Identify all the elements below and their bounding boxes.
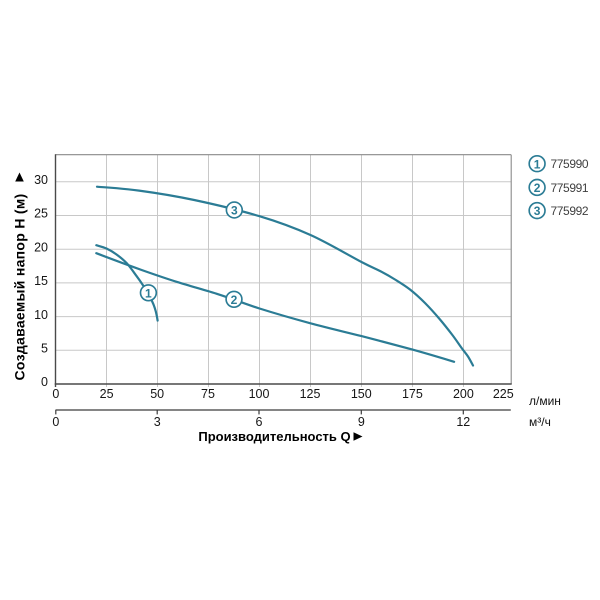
svg-text:1: 1 bbox=[534, 157, 541, 171]
svg-text:225: 225 bbox=[493, 387, 514, 401]
svg-text:3: 3 bbox=[231, 204, 238, 218]
svg-text:12: 12 bbox=[456, 415, 470, 429]
svg-text:3: 3 bbox=[534, 204, 541, 218]
svg-text:9: 9 bbox=[358, 415, 365, 429]
svg-text:15: 15 bbox=[34, 274, 48, 288]
svg-text:2: 2 bbox=[231, 293, 238, 307]
svg-text:175: 175 bbox=[402, 387, 423, 401]
svg-text:30: 30 bbox=[34, 173, 48, 187]
svg-text:0: 0 bbox=[52, 415, 59, 429]
svg-text:775991: 775991 bbox=[551, 181, 589, 195]
svg-text:150: 150 bbox=[351, 387, 372, 401]
svg-text:1: 1 bbox=[145, 286, 152, 300]
svg-text:0: 0 bbox=[52, 387, 59, 401]
svg-text:75: 75 bbox=[201, 387, 215, 401]
svg-text:25: 25 bbox=[34, 207, 48, 221]
svg-text:775992: 775992 bbox=[551, 204, 589, 218]
svg-text:Создаваемый напор H (м): Создаваемый напор H (м) bbox=[12, 194, 28, 381]
svg-text:Производительность Q: Производительность Q bbox=[198, 429, 350, 444]
svg-text:10: 10 bbox=[34, 308, 48, 322]
svg-text:775990: 775990 bbox=[551, 157, 589, 171]
svg-text:25: 25 bbox=[100, 387, 114, 401]
svg-text:125: 125 bbox=[300, 387, 321, 401]
svg-text:5: 5 bbox=[41, 342, 48, 356]
svg-text:л/мин: л/мин bbox=[529, 394, 561, 408]
svg-text:50: 50 bbox=[150, 387, 164, 401]
svg-text:100: 100 bbox=[249, 387, 270, 401]
svg-text:3: 3 bbox=[154, 415, 161, 429]
svg-text:20: 20 bbox=[34, 240, 48, 254]
svg-text:м³/ч: м³/ч bbox=[529, 415, 551, 429]
svg-text:6: 6 bbox=[256, 415, 263, 429]
svg-text:200: 200 bbox=[453, 387, 474, 401]
svg-text:0: 0 bbox=[41, 375, 48, 389]
svg-text:2: 2 bbox=[534, 181, 541, 195]
